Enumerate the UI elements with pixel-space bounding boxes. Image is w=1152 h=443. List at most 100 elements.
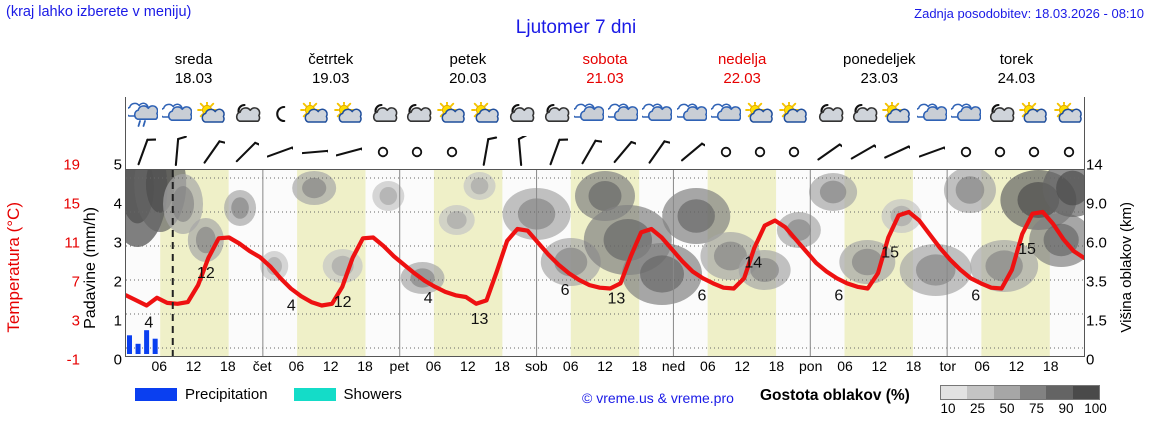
sun-cloud-icon [743, 97, 777, 133]
cloud-density-tick-label: 100 [1084, 401, 1107, 416]
cloud-density-swatch-75 [1019, 386, 1047, 399]
temperature-extreme-label: 4 [287, 298, 296, 315]
x-tick-label: 06 [700, 358, 716, 374]
temperature-extreme-label: 6 [971, 287, 980, 304]
day-name: ponedeljek [842, 51, 916, 68]
page-title: Ljutomer 7 dni [515, 17, 637, 38]
showers-swatch [293, 388, 336, 401]
wind-calm-icon [709, 133, 743, 169]
wind-calm-icon [743, 133, 777, 169]
wind-barb-row [126, 133, 1086, 169]
day-name: torek [999, 51, 1034, 68]
day-name: četrtek [308, 51, 354, 68]
temperature-extreme-label: 12 [334, 294, 352, 311]
sun-cloud-icon [297, 97, 331, 133]
wind-barb-icon [126, 133, 160, 169]
wind-calm-icon [1017, 133, 1051, 169]
credit-link[interactable]: © vreme.us & vreme.pro [582, 390, 734, 406]
x-tick-label: sob [525, 358, 548, 374]
day-name: sobota [582, 51, 628, 68]
temperature-tick-5: -1 [66, 351, 80, 369]
day-name: petek [449, 51, 487, 68]
wind-barb-icon [675, 133, 709, 169]
wind-barb-icon [640, 133, 674, 169]
cloud-density-tick-label: 10 [940, 401, 956, 416]
sun-cloud-icon [195, 97, 229, 133]
x-tick-label: 18 [220, 358, 236, 374]
precipitation-axis-label: Padavine (mm/h) [82, 170, 100, 365]
forecast-symbol-strip [125, 97, 1085, 169]
moon-cloud-icon [400, 97, 434, 133]
precipitation-tick-0: 5 [113, 156, 122, 174]
showers-legend-label: Showers [343, 386, 402, 403]
day-date: 18.03 [174, 70, 213, 87]
temperature-tick-3: 7 [71, 273, 80, 291]
cloud-height-axis-ticks: 14 9.0 6.0 3.5 1.5 0 [1086, 156, 1120, 369]
wind-barb-icon [160, 133, 194, 169]
x-tick-label: 06 [837, 358, 853, 374]
wind-barb-icon [880, 133, 914, 169]
x-tick-label: 12 [597, 358, 613, 374]
precipitation-tick-4: 1 [113, 312, 122, 330]
wind-calm-icon [366, 133, 400, 169]
x-tick-label: čet [252, 358, 272, 374]
day-header-petek: petek 20.03 [399, 50, 536, 90]
x-tick-label: 18 [768, 358, 785, 374]
wind-barb-icon [572, 133, 606, 169]
temperature-extreme-label: 15 [881, 245, 899, 262]
temperature-curve [126, 209, 1084, 308]
wind-barb-icon [229, 133, 263, 169]
temperature-extreme-label: 6 [697, 287, 706, 304]
cloud-height-tick-0: 14 [1086, 156, 1103, 174]
wind-calm-icon [983, 133, 1017, 169]
temperature-extreme-label: 6 [834, 287, 843, 304]
x-tick-label: 12 [1008, 358, 1025, 374]
cloud-icon [914, 97, 948, 133]
x-tick-label: 18 [494, 358, 510, 374]
x-tick-label: 18 [631, 358, 648, 374]
day-header-ponedeljek: ponedeljek 23.03 [811, 50, 948, 90]
temperature-tick-4: 3 [71, 312, 80, 330]
wind-calm-icon [435, 133, 469, 169]
temperature-extreme-label: 14 [744, 255, 762, 272]
temperature-extreme-label: 4 [144, 315, 153, 332]
sun-cloud-icon [777, 97, 811, 133]
precipitation-legend: Precipitation Showers [135, 386, 420, 403]
cloud-icon [675, 97, 709, 133]
x-tick-label: pet [389, 358, 410, 374]
sun-cloud-icon [880, 97, 914, 133]
cloud-density-swatch-100 [1072, 386, 1099, 399]
temperature-extreme-label: 15 [1018, 241, 1036, 258]
precipitation-tick-5: 0 [113, 351, 122, 369]
weather-icon-row [126, 97, 1086, 133]
cloud-density-swatch-25 [967, 386, 994, 399]
wind-calm-icon [400, 133, 434, 169]
wind-barb-icon [537, 133, 571, 169]
precipitation-bar [144, 330, 150, 354]
wind-calm-icon [1052, 133, 1086, 169]
cloud-density-colorbar [940, 385, 1100, 400]
cloud-icon [160, 97, 194, 133]
sun-cloud-icon [435, 97, 469, 133]
cloud-rain-icon [126, 97, 160, 133]
wind-barb-icon [469, 133, 503, 169]
precipitation-bar [152, 338, 158, 354]
precipitation-bar [127, 335, 132, 354]
cloud-density-colorbar-labels: 10 25 50 75 90 100 [932, 401, 1108, 419]
x-tick-label: 12 [322, 358, 339, 374]
location-menu-note[interactable]: (kraj lahko izberete v meniju) [6, 4, 192, 20]
cloud-density-legend-title: Gostota oblakov (%) [760, 387, 910, 404]
cloud-icon [572, 97, 606, 133]
moon-icon [263, 97, 297, 133]
x-tick-label: 18 [1042, 358, 1059, 374]
wind-barb-icon [503, 133, 537, 169]
precipitation-tick-3: 2 [113, 273, 122, 291]
sun-cloud-icon [1052, 97, 1086, 133]
last-updated-text: Zadnja posodobitev: 18.03.2026 - 08:10 [914, 6, 1144, 21]
day-date: 23.03 [860, 70, 899, 87]
temperature-extreme-label: 4 [424, 290, 433, 307]
precipitation-legend-label: Precipitation [185, 386, 268, 403]
cloud-height-tick-5: 0 [1086, 351, 1095, 369]
cloud-density-swatch-50 [993, 386, 1020, 399]
wind-barb-icon [914, 133, 948, 169]
